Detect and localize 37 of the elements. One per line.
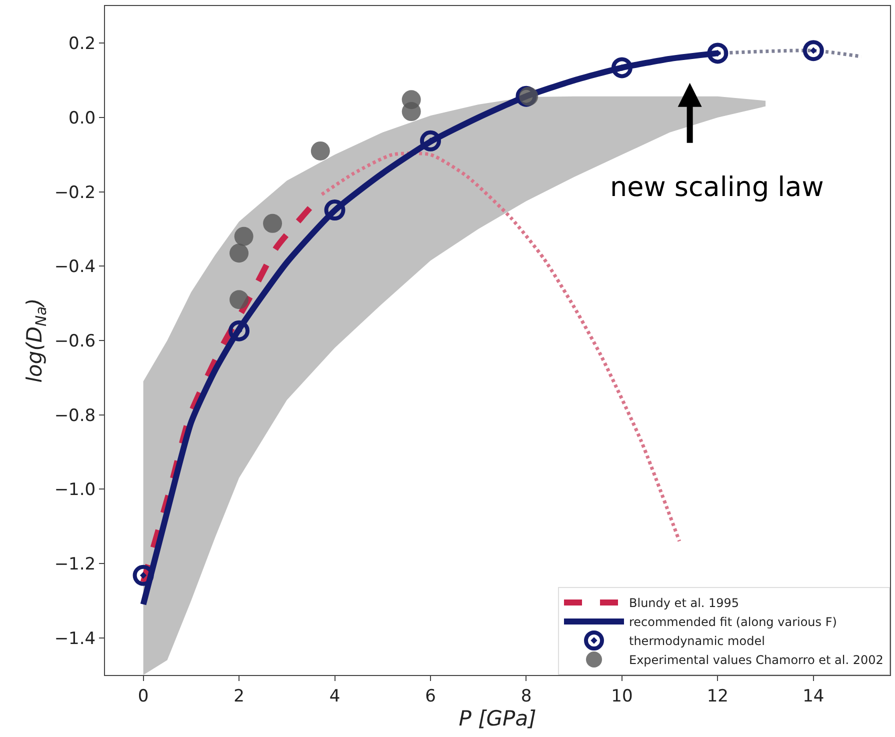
point [707, 42, 728, 64]
point [519, 86, 538, 106]
y-tick-label: −1.4 [54, 628, 96, 649]
y-tick-label: −0.6 [54, 331, 96, 352]
y-tick-label: −0.2 [54, 182, 96, 203]
x-tick-label: 10 [611, 686, 633, 706]
point [611, 57, 632, 78]
x-tick-label: 0 [138, 686, 149, 706]
point [228, 320, 250, 342]
point [324, 200, 346, 221]
y-tick-label: 0.2 [68, 34, 96, 54]
annotation: new scaling law [610, 172, 824, 203]
point [802, 40, 824, 62]
x-axis-title: P [GPa] [458, 706, 536, 730]
point [230, 290, 249, 310]
point [132, 564, 154, 586]
y-tick-label: −1.2 [54, 554, 96, 574]
legend-label: Blundy et al. 1995 [629, 596, 740, 610]
x-tick-label: 4 [329, 686, 340, 706]
legend-label: recommended fit (along various F) [629, 615, 837, 630]
y-tick-label: −0.4 [54, 257, 96, 278]
x-tick-label: 8 [520, 686, 532, 706]
point [310, 141, 330, 160]
point [230, 244, 249, 263]
legend-label: thermodynamic model [629, 634, 765, 648]
x-tick-label: 6 [425, 686, 436, 706]
x-tick-label: 14 [802, 686, 824, 706]
x-tick-label: 12 [706, 686, 728, 706]
point [402, 102, 421, 122]
y-tick-label: 0.0 [68, 108, 96, 128]
point [263, 214, 282, 233]
x-tick-label: 2 [234, 686, 244, 706]
y-tick-label: −0.8 [54, 406, 96, 426]
y-tick-label: −1.0 [54, 480, 96, 500]
point [420, 130, 441, 152]
point [234, 226, 254, 246]
legend-label: Experimental values Chamorro et al. 2002 [629, 653, 884, 668]
